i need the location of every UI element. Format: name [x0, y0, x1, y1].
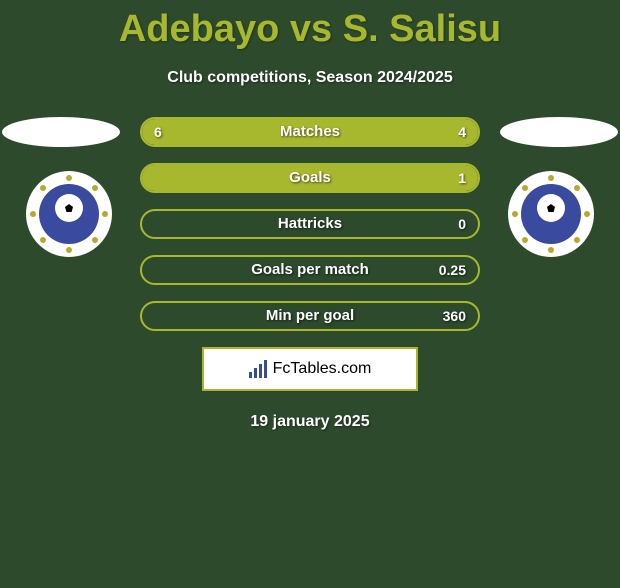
- team-logo-left: [20, 171, 118, 257]
- stat-value-right: 1: [458, 165, 466, 191]
- chart-icon: [249, 360, 267, 378]
- team-logo-right: [502, 171, 600, 257]
- stat-value-right: 0: [458, 211, 466, 237]
- stat-value-right: 4: [458, 119, 466, 145]
- player-left-nameplate: [2, 117, 120, 147]
- stat-row: Goals per match0.25: [140, 255, 480, 285]
- stat-row: 6Matches4: [140, 117, 480, 147]
- stat-row: Min per goal360: [140, 301, 480, 331]
- stat-label: Goals per match: [142, 257, 478, 283]
- stat-label: Goals: [142, 165, 478, 191]
- stat-label: Hattricks: [142, 211, 478, 237]
- comparison-panel: 6Matches4 Goals1 Hattricks0 Goals per match…: [0, 117, 620, 431]
- watermark-text: FcTables.com: [273, 360, 372, 378]
- stat-row: Goals1: [140, 163, 480, 193]
- stat-label: Min per goal: [142, 303, 478, 329]
- page-title: Adebayo vs S. Salisu: [0, 8, 620, 51]
- stat-value-right: 360: [443, 303, 466, 329]
- stat-value-right: 0.25: [439, 257, 466, 283]
- stat-bars: 6Matches4 Goals1 Hattricks0 Goals per match…: [140, 117, 480, 331]
- watermark: FcTables.com: [202, 347, 418, 391]
- stat-row: Hattricks0: [140, 209, 480, 239]
- date-label: 19 january 2025: [0, 413, 620, 431]
- player-right-nameplate: [500, 117, 618, 147]
- page-subtitle: Club competitions, Season 2024/2025: [0, 69, 620, 87]
- stat-label: Matches: [142, 119, 478, 145]
